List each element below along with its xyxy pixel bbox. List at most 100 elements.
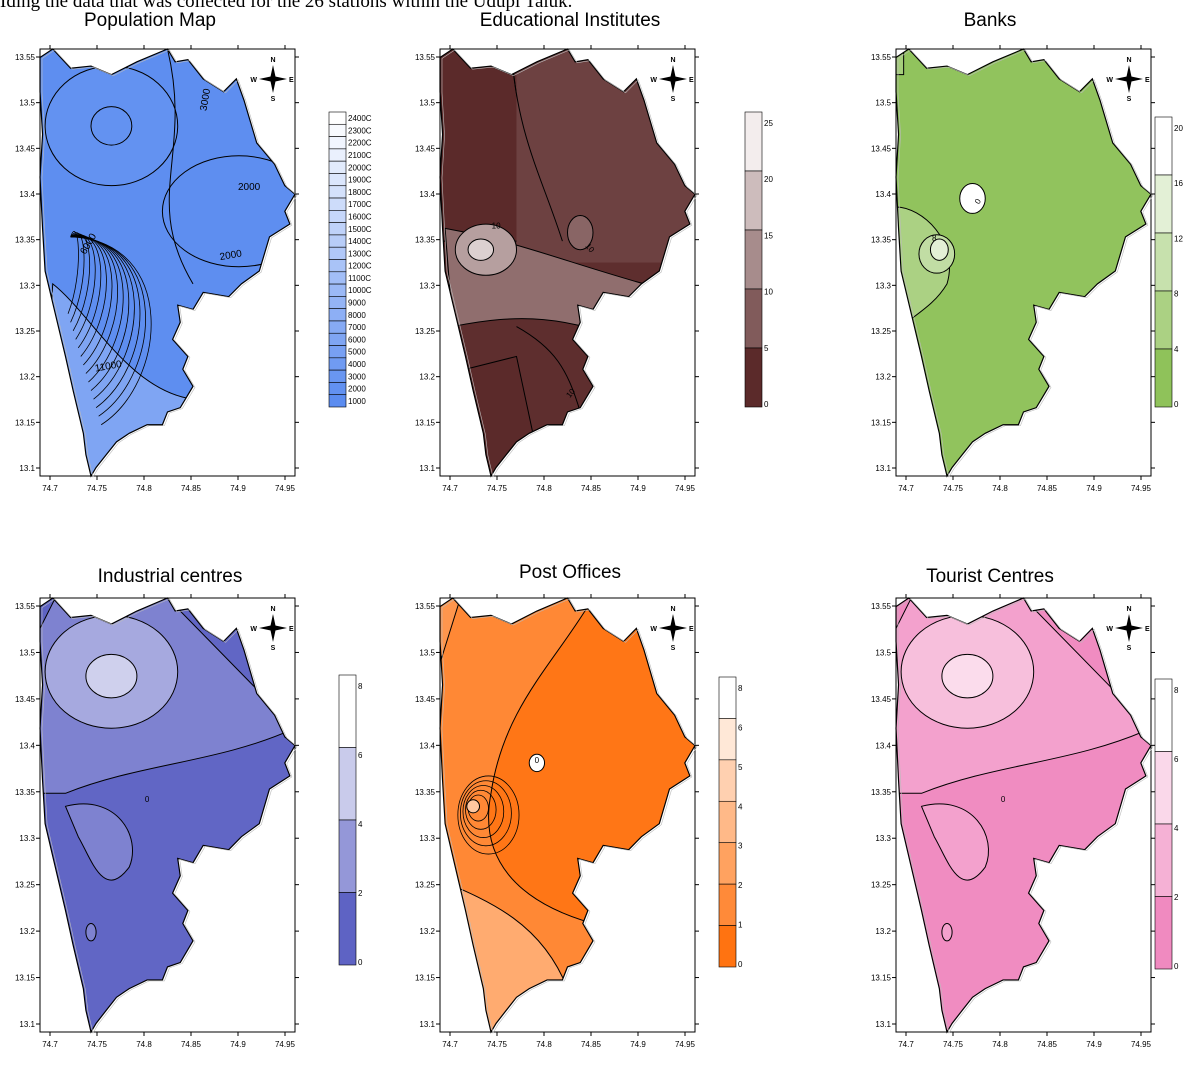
panel-title: Tourist Centres <box>926 566 1054 587</box>
legend-label: 5000 <box>348 348 366 357</box>
y-tick-label: 13.3 <box>419 834 435 843</box>
filled-contours <box>896 598 1151 1032</box>
y-tick-label: 13.15 <box>415 418 436 427</box>
compass-letter: W <box>650 626 657 633</box>
y-tick-label: 13.45 <box>15 144 36 153</box>
x-tick-label: 74.75 <box>943 1040 964 1049</box>
y-tick-label: 13.25 <box>15 327 36 336</box>
legend-label: 2400C <box>348 114 372 123</box>
contour-label: 3000 <box>198 87 213 111</box>
legend-swatch <box>744 111 763 172</box>
x-tick-label: 74.7 <box>898 484 914 493</box>
y-tick-label: 13.45 <box>15 695 36 704</box>
compass-letter: S <box>1127 645 1132 652</box>
legend-swatch <box>328 382 347 396</box>
compass-letter: N <box>1126 57 1131 64</box>
region-boundary <box>39 48 296 478</box>
y-tick-label: 13.25 <box>415 881 436 890</box>
compass-letter: S <box>271 645 276 652</box>
y-tick-label: 13.3 <box>19 281 35 290</box>
y-tick-label: 13.5 <box>19 99 35 108</box>
legend-label: 1500C <box>348 225 372 234</box>
panel-educational-institutes: Educational Institutes 10 10 10 74.7 74.75 74… <box>400 6 780 496</box>
legend-label: 2300C <box>348 126 372 135</box>
contour-map: 0 74.7 74.75 74.8 74.85 74.9 74.95 13.55 13.5 13.… <box>15 594 363 1049</box>
legend-swatch <box>328 357 347 371</box>
y-tick-label: 13.2 <box>875 927 891 936</box>
x-tick-label: 74.8 <box>136 484 152 493</box>
legend-label: 6000 <box>348 335 366 344</box>
compass-letter: S <box>671 645 676 652</box>
contour-label: 8 <box>932 234 937 243</box>
legend-label: 3 <box>738 842 743 851</box>
legend-swatch <box>328 296 347 309</box>
x-tick-label: 74.75 <box>87 1040 108 1049</box>
legend-swatch <box>328 271 347 285</box>
legend-swatch <box>328 210 347 223</box>
x-tick-label: 74.9 <box>230 1040 246 1049</box>
color-legend: 8 6 5 4 3 2 1 0 <box>718 676 743 969</box>
x-tick-label: 74.75 <box>487 1040 508 1049</box>
panel-post-offices: Post Offices 0 74.7 74.75 74.8 74.85 74.9 74.9… <box>400 562 780 1076</box>
y-tick-label: 13.1 <box>419 1020 435 1029</box>
legend-swatch <box>744 347 763 408</box>
legend-swatch <box>338 819 357 893</box>
y-tick-label: 13.5 <box>875 99 891 108</box>
compass-letter: N <box>670 606 675 613</box>
x-tick-label: 74.7 <box>42 484 58 493</box>
legend-label: 15 <box>764 231 773 240</box>
legend-label: 7000 <box>348 323 366 332</box>
region-boundary <box>895 48 1152 478</box>
x-tick-label: 74.75 <box>87 484 108 493</box>
legend-label: 2 <box>358 889 363 898</box>
contour-map: 0 8 74.7 74.75 74.8 74.85 74.9 74.95 13.55 13.5 13… <box>871 45 1183 493</box>
y-tick-label: 13.4 <box>419 190 435 199</box>
y-tick-label: 13.35 <box>871 236 892 245</box>
legend-swatch <box>1154 896 1173 970</box>
compass-letter: S <box>271 96 276 103</box>
legend-label: 0 <box>358 958 363 967</box>
legend-label: 1400C <box>348 237 372 246</box>
legend-label: 16 <box>1174 179 1183 188</box>
legend-label: 0 <box>1174 400 1179 409</box>
legend-label: 25 <box>764 119 773 128</box>
contour-label: 10 <box>492 221 501 230</box>
legend-swatch <box>744 229 763 290</box>
legend-label: 0 <box>764 400 769 409</box>
legend-label: 4 <box>1174 824 1179 833</box>
y-tick-label: 13.25 <box>871 327 892 336</box>
contour-map: 0 74.7 74.75 74.8 74.85 74.9 74.95 13.55 13.5 13.… <box>871 594 1179 1049</box>
panel-industrial-centres: Industrial centres 0 74.7 74.75 74.8 74.85 74… <box>0 562 380 1076</box>
legend-swatch <box>1154 751 1173 825</box>
legend-swatch <box>338 747 357 821</box>
x-tick-label: 74.95 <box>275 1040 296 1049</box>
legend-label: 1700C <box>348 200 372 209</box>
legend-label: 1100C <box>348 274 371 283</box>
legend-label: 4 <box>1174 345 1179 354</box>
north-arrow-icon: N S W E <box>1106 57 1150 103</box>
x-tick-label: 74.85 <box>581 1040 602 1049</box>
legend-label: 5 <box>764 344 769 353</box>
y-tick-label: 13.45 <box>415 695 436 704</box>
compass-letter: W <box>1106 77 1113 84</box>
legend-label: 2 <box>738 881 743 890</box>
legend-swatch <box>744 288 763 349</box>
legend-label: 1000 <box>348 397 366 406</box>
y-tick-label: 13.4 <box>419 741 435 750</box>
contour-label: 0 <box>1001 795 1006 804</box>
legend-label: 8 <box>358 682 363 691</box>
compass-letter: W <box>250 626 257 633</box>
x-tick-label: 74.85 <box>181 1040 202 1049</box>
y-tick-label: 13.45 <box>871 144 892 153</box>
x-tick-label: 74.95 <box>1131 484 1152 493</box>
legend-label: 2100C <box>348 151 372 160</box>
legend-swatch <box>328 123 347 137</box>
legend-swatch <box>328 148 347 162</box>
legend-swatch <box>1154 174 1173 234</box>
region-boundary <box>895 597 1152 1034</box>
legend-label: 1800C <box>348 188 372 197</box>
y-tick-label: 13.4 <box>19 190 35 199</box>
legend-label: 8000 <box>348 311 366 320</box>
legend-label: 10 <box>764 288 773 297</box>
